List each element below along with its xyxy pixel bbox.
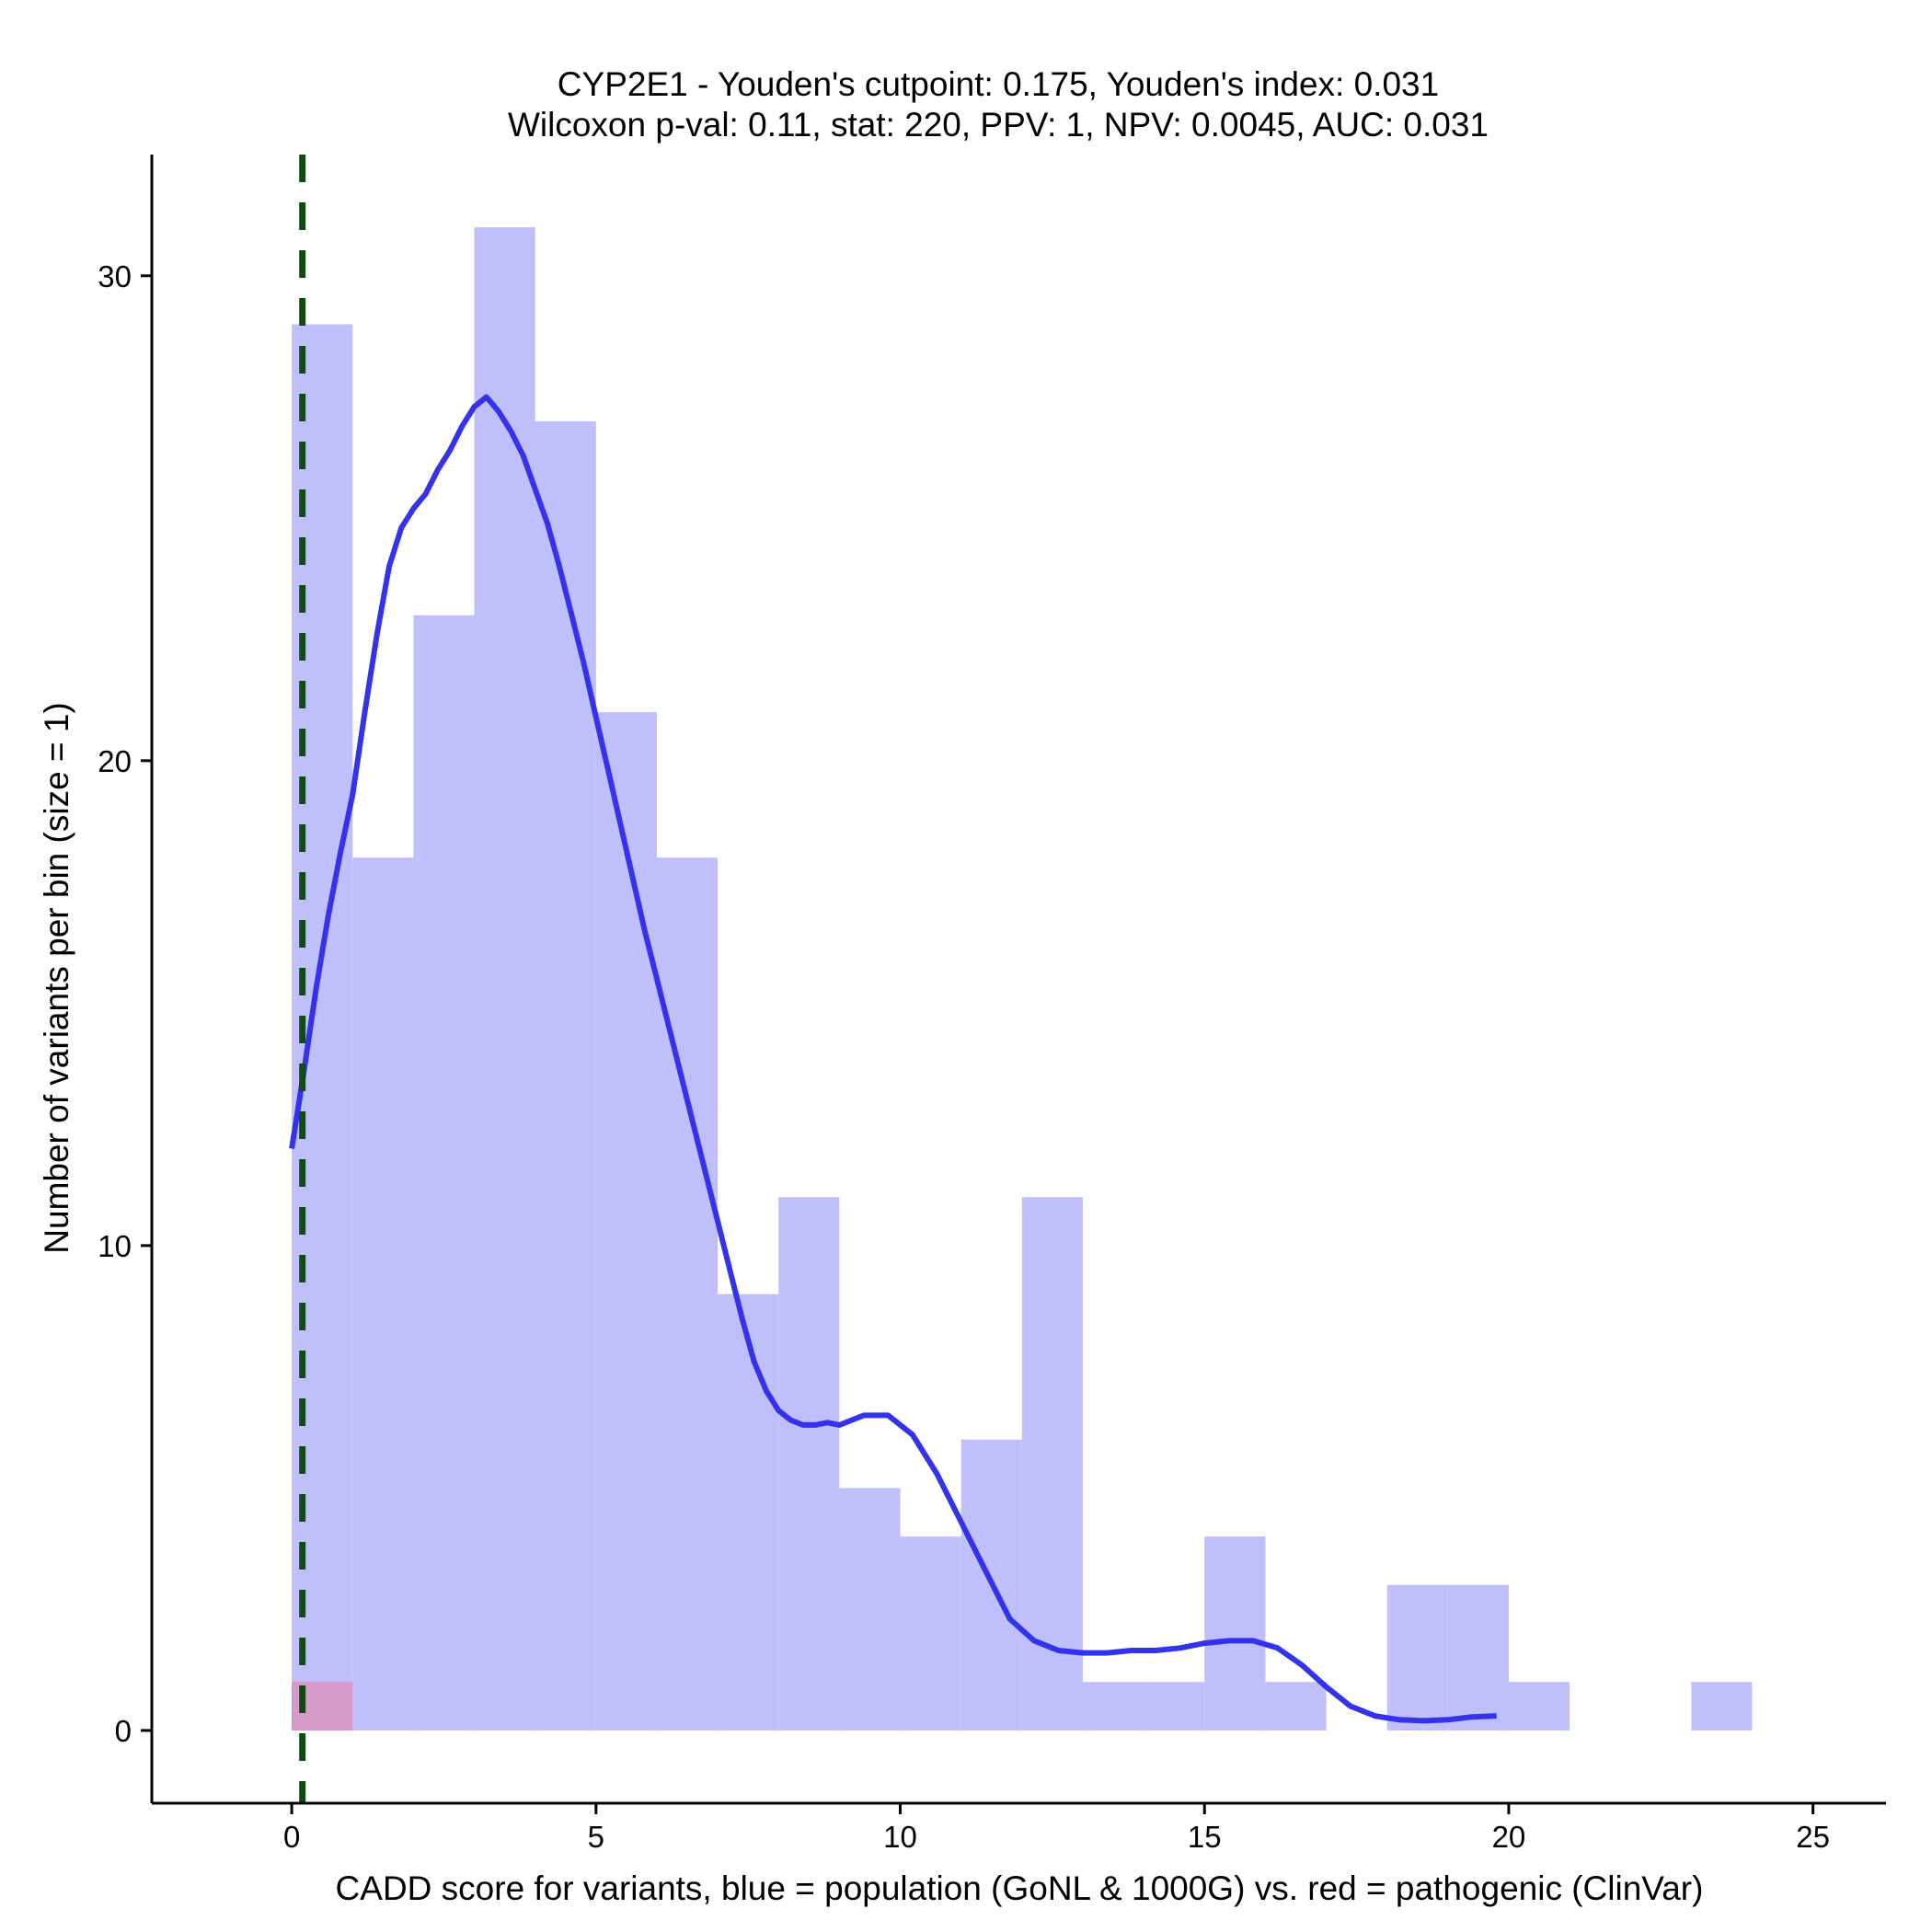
chart-title: CYP2E1 - Youden's cutpoint: 0.175, Youde… [558,65,1439,103]
density-curve [289,394,1497,1724]
population-bar-23 [1691,1682,1753,1731]
population-bar-10 [900,1536,961,1731]
y-tick-label-10: 10 [98,1229,132,1263]
population-bar-4 [535,420,596,1731]
population-bar-14 [1144,1682,1205,1731]
y-axis-ticks: 0 10 20 30 [98,259,152,1748]
population-bar-18 [1386,1584,1448,1731]
population-bar-16 [1265,1682,1327,1731]
x-axis-ticks: 0 5 10 15 20 25 [283,1803,1830,1854]
population-bar-13 [1082,1682,1144,1731]
population-bar-2 [413,615,475,1731]
x-axis-label: CADD score for variants, blue = populati… [336,1869,1704,1907]
population-bars [292,227,1753,1731]
y-tick-label-30: 30 [98,259,132,293]
population-bar-7 [718,1294,779,1731]
x-tick-label-0: 0 [283,1820,300,1854]
population-bar-19 [1447,1584,1509,1731]
population-bar-6 [656,857,719,1731]
x-tick-label-15: 15 [1188,1820,1222,1854]
population-bar-15 [1204,1536,1266,1731]
x-tick-label-10: 10 [883,1820,917,1854]
x-tick-label-5: 5 [588,1820,604,1854]
population-bar-3 [474,227,535,1731]
y-axis-label: Number of variants per bin (size = 1) [38,702,75,1253]
population-bar-1 [352,857,414,1731]
x-tick-label-20: 20 [1492,1820,1526,1854]
population-bar-8 [778,1197,840,1731]
population-bar-20 [1508,1682,1570,1731]
population-bar-5 [595,712,657,1731]
chart-subtitle: Wilcoxon p-val: 0.11, stat: 220, PPV: 1,… [508,106,1489,144]
x-tick-label-25: 25 [1796,1820,1830,1854]
population-bar-9 [839,1488,901,1731]
y-tick-label-20: 20 [98,744,132,778]
y-tick-label-0: 0 [115,1714,132,1748]
density-layer [289,394,1497,1724]
